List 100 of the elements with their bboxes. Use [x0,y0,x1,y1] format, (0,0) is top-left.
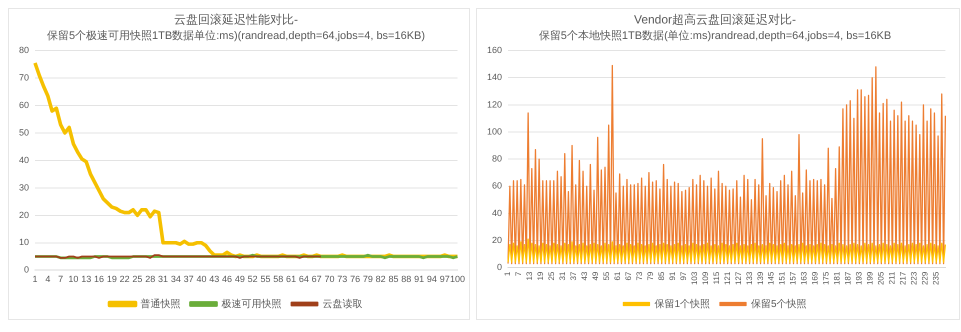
chart-subtitle: 保留5个本地快照1TB数据(单位:ms)randread,depth=64,jobs=4, bs=16KB [538,29,892,42]
x-tick-label: 103 [690,271,699,286]
legend-label: 极速可用快照 [220,298,282,310]
x-tick-label: 22 [120,274,130,284]
x-tick-label: 100 [450,274,466,284]
legend-label: 普通快照 [140,298,180,310]
x-tick-label: 109 [700,271,710,286]
x-tick-label: 181 [832,271,842,286]
x-tick-label: 1 [32,274,38,284]
x-tick-label: 49 [234,274,245,284]
x-tick-label: 85 [656,271,666,281]
x-tick-label: 145 [766,271,776,286]
x-tick-label: 58 [273,274,284,284]
y-tick-label: 50 [18,127,30,138]
y-tick-label: 120 [486,99,502,110]
x-tick-label: 151 [778,271,787,286]
x-tick-label: 133 [744,271,754,286]
x-tick-label: 61 [286,274,296,284]
x-tick-label: 55 [602,271,612,281]
x-tick-label: 37 [184,274,194,284]
x-tick-label: 235 [931,271,940,286]
x-tick-label: 67 [312,274,322,284]
y-tick-label: 40 [492,208,502,218]
legend-label: 保留5个快照 [751,298,807,310]
x-tick-label: 49 [591,271,600,281]
chart-subtitle: 保留5个极速可用快照1TB数据单位:ms)(randread,depth=64,jobs=4, bs=16KB) [46,29,426,42]
x-tick-label: 43 [580,271,590,281]
x-tick-label: 73 [337,274,348,284]
x-tick-label: 199 [866,271,875,286]
x-tick-label: 169 [810,271,820,286]
x-tick-label: 91 [414,274,424,284]
x-tick-label: 127 [734,271,743,286]
chart-title: 云盘回滚延迟性能对比- [174,12,298,27]
x-tick-label: 7 [514,271,524,276]
y-tick-label: 80 [492,154,502,164]
y-tick-label: 30 [18,182,30,192]
x-tick-label: 73 [634,271,644,281]
x-tick-label: 13 [525,271,534,281]
y-tick-label: 20 [18,210,30,220]
x-tick-label: 67 [624,271,634,281]
x-tick-label: 13 [81,274,92,284]
x-tick-label: 46 [222,274,232,284]
x-tick-label: 121 [722,271,732,286]
y-tick-label: 20 [492,235,502,246]
x-tick-label: 25 [132,274,142,284]
y-tick-label: 60 [492,180,502,191]
x-tick-label: 37 [569,271,578,281]
y-tick-label: 70 [18,72,30,83]
x-tick-label: 223 [909,271,918,286]
legend-label: 保留1个快照 [654,298,710,310]
y-tick-label: 100 [486,126,502,136]
x-tick-label: 94 [426,274,437,284]
x-tick-label: 85 [388,274,398,284]
x-tick-label: 82 [376,274,386,284]
x-tick-label: 205 [876,271,886,286]
y-tick-label: 40 [18,154,30,165]
x-tick-label: 217 [898,271,908,286]
x-tick-label: 163 [800,271,809,286]
y-tick-label: 0 [497,262,502,272]
x-tick-label: 139 [756,271,765,286]
x-tick-label: 187 [844,271,853,286]
x-tick-label: 115 [712,271,721,284]
legend-label: 云盘读取 [322,298,362,310]
x-tick-label: 19 [106,274,117,284]
x-tick-label: 19 [536,271,546,281]
y-tick-label: 60 [18,100,30,110]
x-tick-label: 25 [547,271,556,281]
x-tick-label: 16 [94,274,104,284]
x-tick-label: 10 [68,274,78,284]
y-tick-label: 140 [486,72,502,82]
y-tick-label: 10 [18,237,30,248]
x-tick-label: 28 [145,274,156,284]
x-tick-label: 79 [362,274,373,284]
x-tick-label: 40 [196,274,206,284]
x-tick-label: 211 [888,271,897,284]
x-tick-label: 64 [298,274,309,284]
x-tick-label: 43 [209,274,220,284]
x-tick-label: 97 [440,274,450,284]
x-tick-label: 157 [788,271,798,286]
x-tick-label: 91 [668,271,677,281]
y-tick-label: 0 [24,264,30,275]
y-tick-label: 160 [486,45,502,56]
x-tick-label: 61 [613,271,622,281]
x-tick-label: 31 [158,274,168,284]
x-tick-label: 97 [678,271,688,281]
x-tick-label: 193 [854,271,864,286]
chart-title: Vendor超高云盘回滚延迟对比- [634,12,796,27]
x-tick-label: 88 [401,274,412,284]
x-tick-label: 229 [920,271,930,286]
x-tick-label: 76 [350,274,360,284]
x-tick-label: 34 [170,274,181,284]
x-tick-label: 79 [646,271,655,281]
x-tick-label: 1 [503,271,512,276]
x-tick-label: 4 [45,274,50,284]
x-tick-label: 52 [248,274,258,284]
y-tick-label: 80 [18,45,30,56]
x-tick-label: 175 [822,271,831,286]
x-tick-label: 31 [558,271,568,281]
x-tick-label: 70 [324,274,334,284]
x-tick-label: 55 [260,274,270,284]
